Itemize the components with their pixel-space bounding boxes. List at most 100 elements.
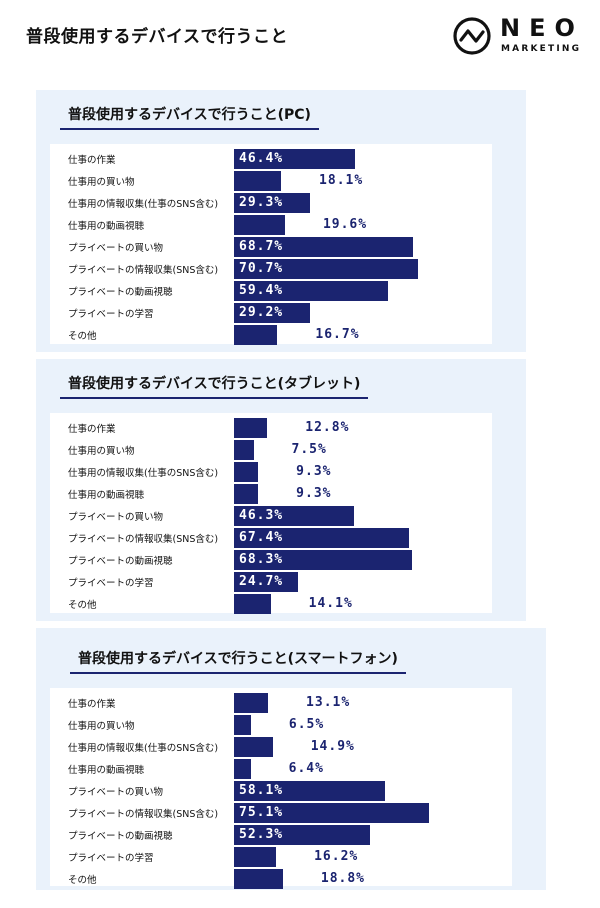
bar xyxy=(234,281,389,301)
chart-title-smartphone: 普段使用するデバイスで行うこと(スマートフォン) xyxy=(70,648,406,674)
category-label: プライベートの学習 xyxy=(68,309,154,320)
category-label: プライベートの動画視聴 xyxy=(68,831,173,842)
value-label: 46.4% xyxy=(239,151,284,166)
value-label: 67.4% xyxy=(239,530,284,545)
value-label: 46.3% xyxy=(239,508,284,523)
value-label: 7.5% xyxy=(291,442,327,457)
bar xyxy=(234,759,251,779)
chart-pc: 仕事の作業 46.4% 仕事用の買い物 18.1% 仕事用の情報収集(仕事のSNS含む)… xyxy=(50,144,492,346)
panel-tablet: 普段使用するデバイスで行うこと(タブレット) 仕事の作業 12.8% 仕事用の買い物… xyxy=(36,359,526,621)
bar xyxy=(234,550,412,570)
category-label: 仕事用の買い物 xyxy=(68,721,135,732)
category-label: その他 xyxy=(68,331,97,342)
bar-row: その他 16.7% xyxy=(50,324,492,346)
panel-smartphone: 普段使用するデバイスで行うこと(スマートフォン) 仕事の作業 13.1% 仕事用の買… xyxy=(36,628,546,890)
bar-row: プライベートの情報収集(SNS含む) 70.7% xyxy=(50,258,492,280)
category-label: プライベートの買い物 xyxy=(68,787,164,798)
category-label: 仕事の作業 xyxy=(68,424,116,435)
bar-row: 仕事用の動画視聴 6.4% xyxy=(50,758,512,780)
category-label: プライベートの動画視聴 xyxy=(68,287,173,298)
chart-smartphone: 仕事の作業 13.1% 仕事用の買い物 6.5% 仕事用の情報収集(仕事のSNS含む) 1… xyxy=(50,688,512,889)
value-label: 52.3% xyxy=(239,827,284,842)
value-label: 18.1% xyxy=(319,173,364,188)
bar xyxy=(234,259,418,279)
value-label: 59.4% xyxy=(239,283,284,298)
value-label: 70.7% xyxy=(239,261,284,276)
bar-row: 仕事用の買い物 6.5% xyxy=(50,714,512,736)
bar-row: プライベートの情報収集(SNS含む) 67.4% xyxy=(50,527,492,549)
category-label: プライベートの学習 xyxy=(68,578,154,589)
bar xyxy=(234,193,311,213)
bar-row: 仕事用の買い物 18.1% xyxy=(50,170,492,192)
value-label: 12.8% xyxy=(305,420,350,435)
bar xyxy=(234,737,273,757)
value-label: 29.2% xyxy=(239,305,284,320)
bar xyxy=(234,869,283,889)
category-label: プライベートの買い物 xyxy=(68,243,164,254)
value-label: 6.4% xyxy=(288,761,324,776)
category-label: 仕事用の情報収集(仕事のSNS含む) xyxy=(68,468,219,479)
category-label: プライベートの動画視聴 xyxy=(68,556,173,567)
bar xyxy=(234,847,277,867)
bar-row: 仕事用の動画視聴 9.3% xyxy=(50,483,492,505)
bar xyxy=(234,462,259,482)
category-label: 仕事用の情報収集(仕事のSNS含む) xyxy=(68,743,219,754)
bar-row: その他 18.8% xyxy=(50,868,512,890)
bar-row: 仕事用の動画視聴 19.6% xyxy=(50,214,492,236)
category-label: プライベートの情報収集(SNS含む) xyxy=(68,809,219,820)
logo-subtitle: MARKETING xyxy=(501,44,582,54)
bar xyxy=(234,171,282,191)
value-label: 68.7% xyxy=(239,239,284,254)
panel-pc: 普段使用するデバイスで行うこと(PC) 仕事の作業 46.4% 仕事用の買い物 18.… xyxy=(36,90,526,352)
value-label: 16.7% xyxy=(315,327,360,342)
bar xyxy=(234,215,285,235)
value-label: 19.6% xyxy=(322,217,368,232)
category-label: 仕事の作業 xyxy=(68,699,116,710)
bar-row: 仕事用の情報収集(仕事のSNS含む) 9.3% xyxy=(50,461,492,483)
category-label: プライベートの情報収集(SNS含む) xyxy=(68,265,219,276)
bar xyxy=(234,325,278,345)
bar xyxy=(234,715,251,735)
bar-row: 仕事用の情報収集(仕事のSNS含む) 14.9% xyxy=(50,736,512,758)
chart-title-pc: 普段使用するデバイスで行うこと(PC) xyxy=(60,104,319,130)
logo-mark-icon xyxy=(453,17,491,55)
value-label: 75.1% xyxy=(239,805,284,820)
logo-word: NEO xyxy=(500,14,584,42)
bar xyxy=(234,440,254,460)
bar-row: プライベートの動画視聴 68.3% xyxy=(50,549,492,571)
value-label: 6.5% xyxy=(288,717,325,732)
bar xyxy=(234,803,430,823)
value-label: 13.1% xyxy=(306,695,351,710)
category-label: プライベートの情報収集(SNS含む) xyxy=(68,534,219,545)
bar-row: 仕事の作業 46.4% xyxy=(50,148,492,170)
value-label: 14.9% xyxy=(310,739,355,754)
bar xyxy=(234,693,269,713)
page-title: 普段使用するデバイスで行うこと xyxy=(26,27,288,47)
chart-tablet: 仕事の作業 12.8% 仕事用の買い物 7.5% 仕事用の情報収集(仕事のSNS含む) 9… xyxy=(50,413,492,615)
bar-row: プライベートの買い物 58.1% xyxy=(50,780,512,802)
category-label: 仕事用の動画視聴 xyxy=(68,765,145,776)
value-label: 29.3% xyxy=(239,195,284,210)
category-label: プライベートの買い物 xyxy=(68,512,164,523)
neo-marketing-logo: NEO MARKETING xyxy=(452,14,592,64)
category-label: 仕事用の動画視聴 xyxy=(68,490,145,501)
bar xyxy=(234,303,310,323)
bar-row: プライベートの買い物 46.3% xyxy=(50,505,492,527)
bar-row: プライベートの学習 24.7% xyxy=(50,571,492,593)
value-label: 24.7% xyxy=(239,574,284,589)
category-label: プライベートの学習 xyxy=(68,853,154,864)
category-label: 仕事の作業 xyxy=(68,155,116,166)
value-label: 14.1% xyxy=(308,596,353,611)
bar xyxy=(234,237,413,257)
bar xyxy=(234,825,370,845)
bar xyxy=(234,528,410,548)
chart-title-tablet: 普段使用するデバイスで行うこと(タブレット) xyxy=(60,373,369,399)
value-label: 68.3% xyxy=(239,552,284,567)
category-label: 仕事用の買い物 xyxy=(68,446,135,457)
category-label: その他 xyxy=(68,875,97,886)
bar-row: その他 14.1% xyxy=(50,593,492,615)
bar-row: プライベートの情報収集(SNS含む) 75.1% xyxy=(50,802,512,824)
value-label: 9.3% xyxy=(296,486,332,501)
bar-row: 仕事用の買い物 7.5% xyxy=(50,439,492,461)
category-label: 仕事用の買い物 xyxy=(68,177,135,188)
